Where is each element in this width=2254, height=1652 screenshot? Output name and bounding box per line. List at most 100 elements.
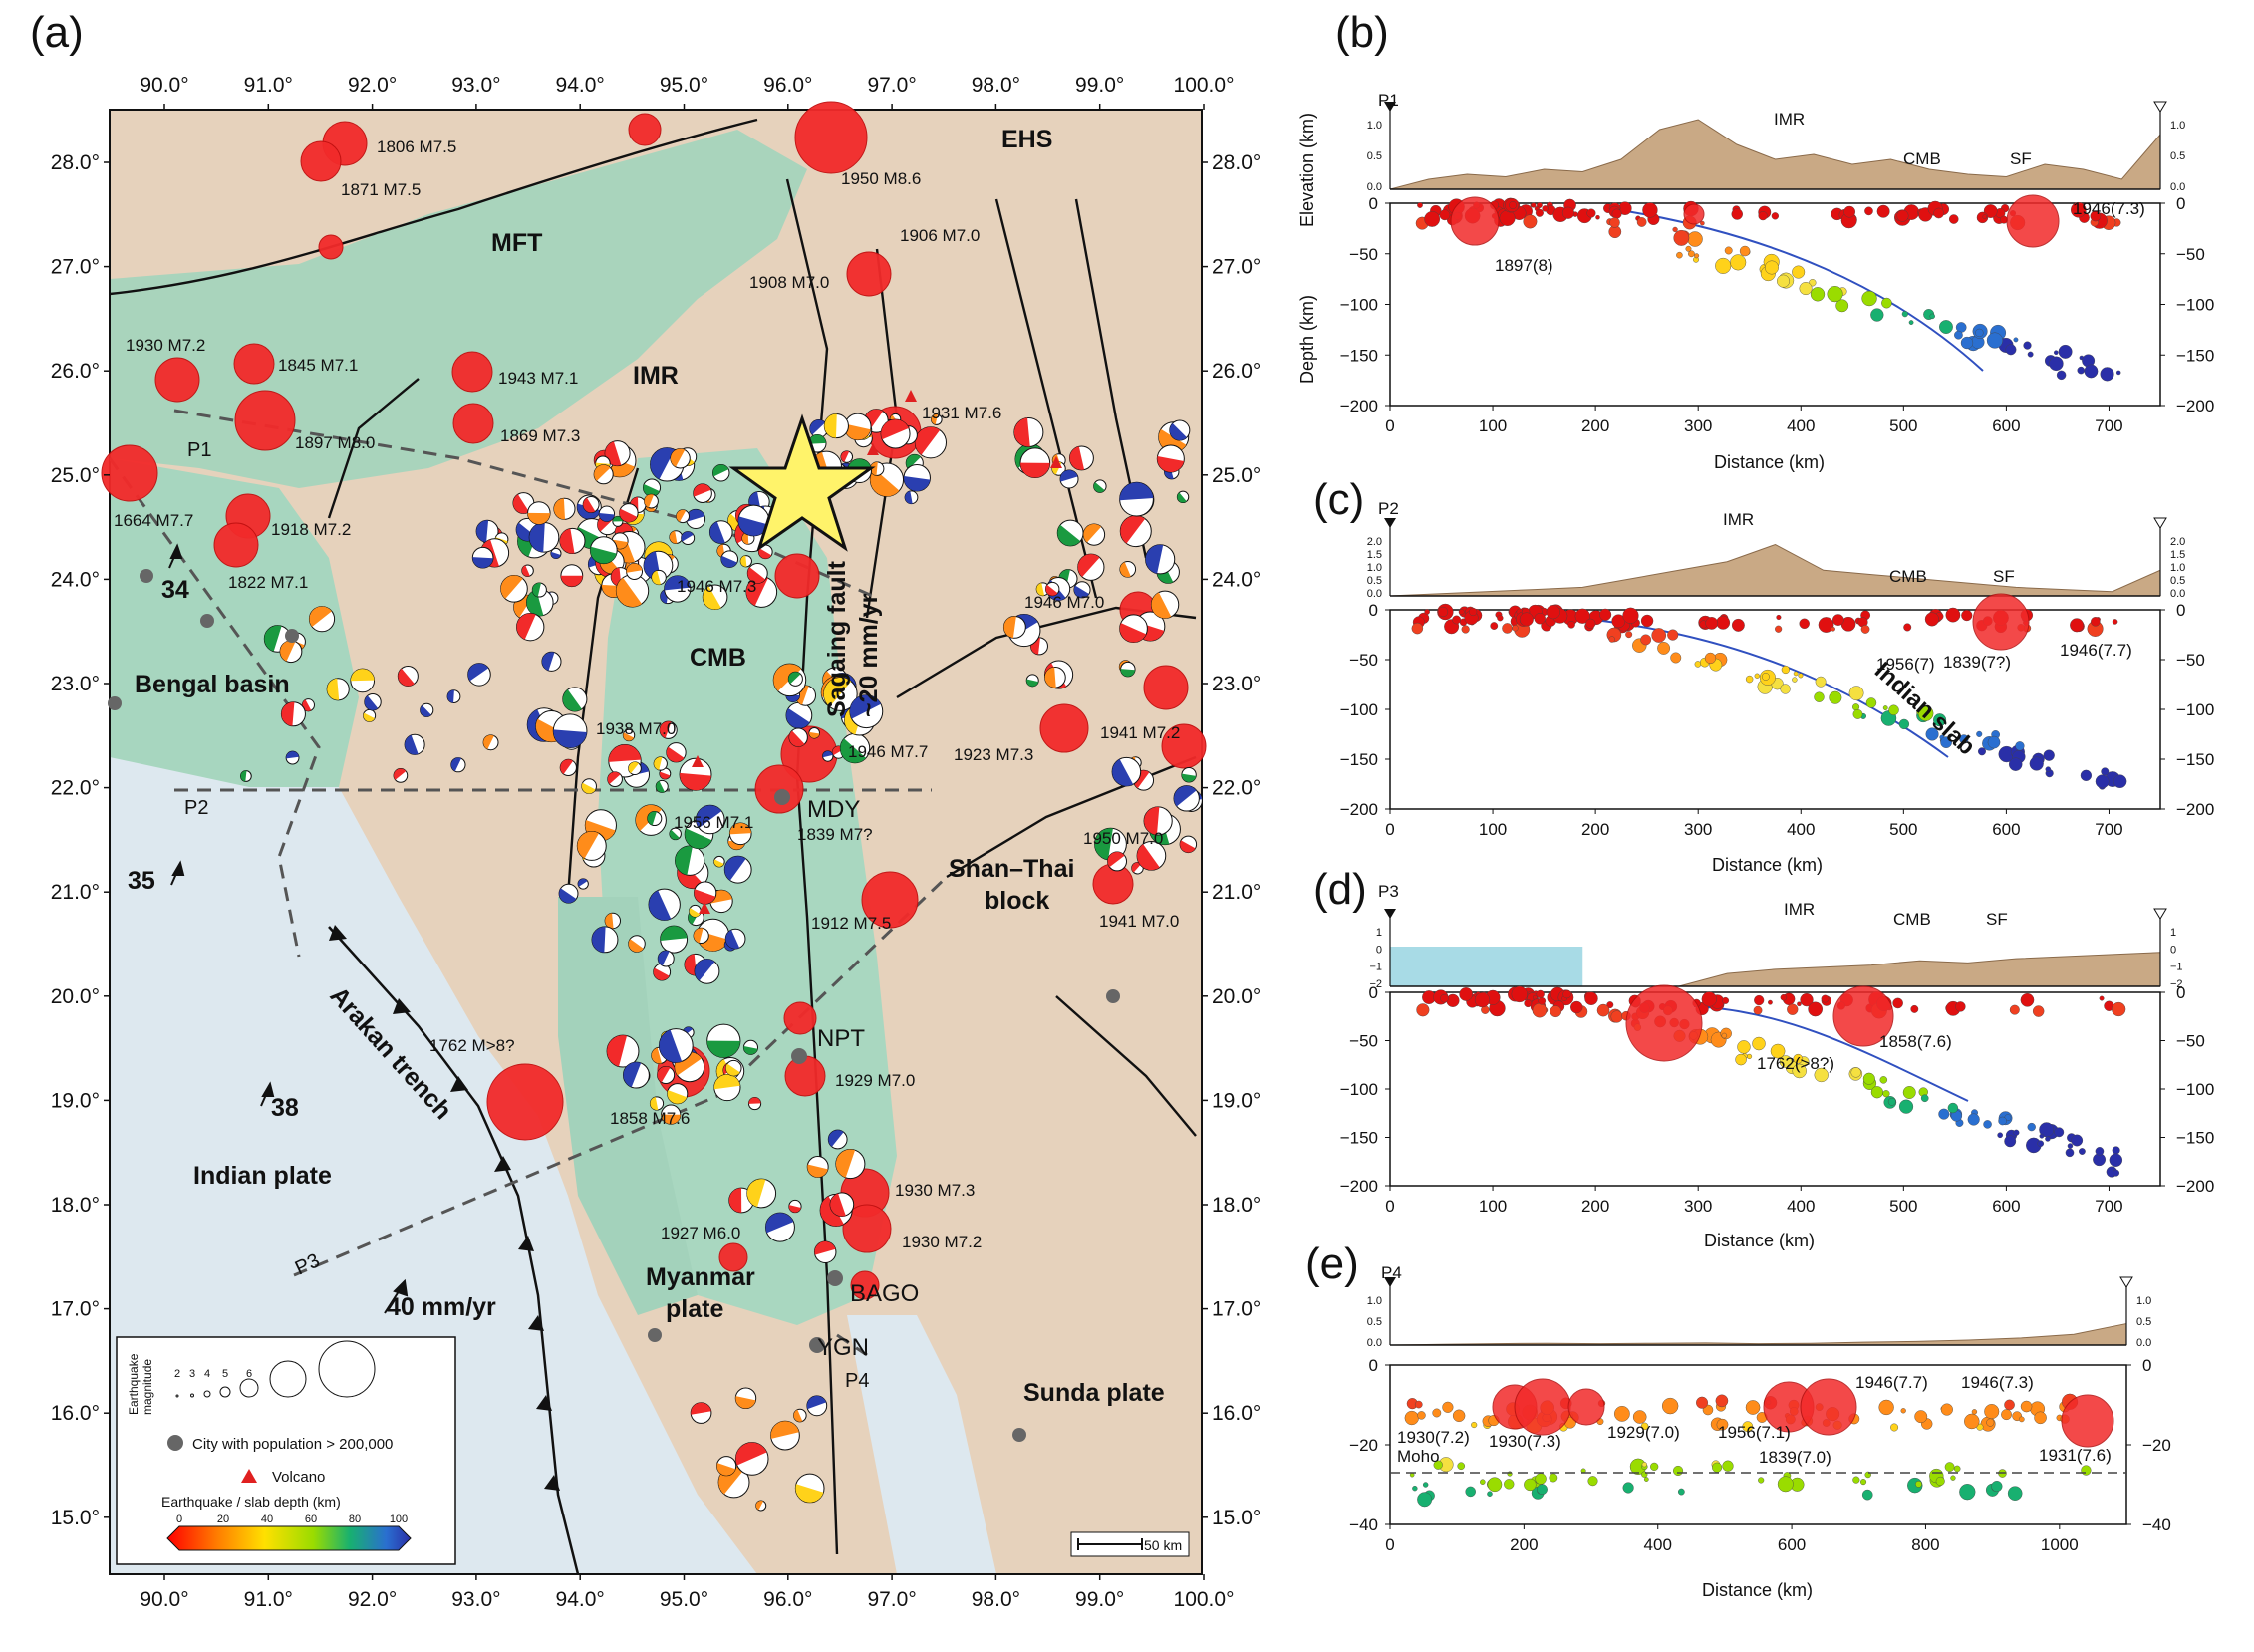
legend-mag-title-2: magnitude bbox=[141, 1359, 154, 1415]
section-quake bbox=[1745, 675, 1754, 684]
section-d-event-1858: 1858(7.6) bbox=[1879, 1032, 1952, 1051]
section-quake bbox=[1731, 618, 1745, 632]
section-quake bbox=[2054, 1127, 2065, 1138]
tick-label: −2 bbox=[2170, 978, 2183, 990]
section-quake bbox=[1754, 994, 1765, 1006]
focal-mechanism bbox=[715, 1456, 737, 1477]
tick-label: 97.0° bbox=[867, 1588, 916, 1611]
section-quake bbox=[1535, 1473, 1547, 1485]
focal-mechanism bbox=[552, 713, 588, 749]
section-quake bbox=[1814, 691, 1825, 702]
section-quake bbox=[1424, 609, 1430, 615]
focal-mechanism bbox=[844, 413, 872, 441]
section-quake bbox=[1688, 250, 1695, 258]
tick-label: 1.5 bbox=[1367, 549, 1382, 561]
focal-mechanism bbox=[747, 1097, 762, 1111]
focal-mechanism bbox=[240, 770, 252, 782]
tick-label: 23.0° bbox=[51, 673, 100, 695]
focal-mechanism bbox=[693, 483, 712, 504]
legend-city-icon bbox=[167, 1435, 183, 1451]
label-v34: 34 bbox=[161, 576, 189, 604]
focal-mechanism bbox=[787, 671, 803, 687]
city-dot-npt bbox=[791, 1048, 807, 1064]
section-quake bbox=[1781, 665, 1790, 675]
section-quake bbox=[2090, 210, 2102, 222]
section-quake bbox=[1574, 608, 1590, 624]
section-quake bbox=[1754, 673, 1760, 679]
section-historical-quake bbox=[1832, 985, 1894, 1047]
historical-quake bbox=[783, 1001, 817, 1035]
section-quake bbox=[1650, 1462, 1659, 1471]
focal-mechanism bbox=[612, 515, 624, 527]
focal-mechanism bbox=[598, 505, 616, 522]
section-quake bbox=[1850, 1067, 1861, 1078]
section-c-p2: P2 bbox=[1378, 499, 1399, 518]
section-quake bbox=[1474, 992, 1491, 1008]
section-depth-frame bbox=[1389, 991, 2161, 1187]
focal-mechanism bbox=[471, 546, 494, 569]
historical-quake bbox=[794, 101, 868, 174]
tick-label: −40 bbox=[1349, 1515, 1378, 1534]
tick-label: −50 bbox=[1349, 651, 1378, 670]
tick-label: −150 bbox=[1340, 1129, 1378, 1148]
section-quake bbox=[1935, 1476, 1945, 1486]
section-quake bbox=[1596, 1003, 1610, 1017]
tick-label: 100.0° bbox=[1174, 1588, 1235, 1611]
section-quake bbox=[1676, 251, 1683, 259]
focal-mechanism bbox=[809, 418, 829, 438]
event-label: 1822 M7.1 bbox=[228, 573, 308, 592]
section-end-icon bbox=[2153, 517, 2167, 529]
tick-label: 18.0° bbox=[51, 1194, 100, 1217]
longitude-ticks-top: 90.0° 91.0° 92.0° 93.0° 94.0° 95.0° 96.0° 97.0°… bbox=[140, 74, 1234, 110]
section-quake bbox=[2109, 1153, 2123, 1167]
historical-quake bbox=[300, 140, 342, 182]
tick-label: 91.0° bbox=[244, 74, 293, 97]
historical-quake bbox=[234, 390, 296, 451]
tick-label: 60 bbox=[305, 1514, 317, 1525]
focal-mechanism bbox=[723, 855, 752, 884]
tick-label: 600 bbox=[1992, 416, 2020, 435]
section-e-event-1956: 1956(7.1) bbox=[1718, 1423, 1791, 1442]
section-quake bbox=[1670, 652, 1682, 664]
section-quake bbox=[1458, 609, 1465, 615]
focal-mechanism bbox=[606, 1034, 640, 1068]
focal-mechanism bbox=[666, 742, 687, 763]
legend-mag-circle bbox=[269, 1360, 307, 1398]
section-quake bbox=[1903, 623, 1912, 632]
focal-mechanism bbox=[724, 928, 746, 950]
event-label: 1956 M7.1 bbox=[674, 813, 753, 832]
section-quake bbox=[1938, 1108, 1950, 1120]
section-quake bbox=[2065, 1148, 2075, 1158]
focal-mechanism bbox=[1119, 515, 1152, 548]
section-quake bbox=[2043, 749, 2055, 761]
section-quake bbox=[1480, 1479, 1486, 1485]
tick-label: 25.0° bbox=[1212, 464, 1261, 487]
section-quake bbox=[1724, 246, 1733, 255]
tick-label: 400 bbox=[1787, 416, 1815, 435]
section-quake bbox=[2045, 766, 2052, 772]
tick-label: 91.0° bbox=[244, 1588, 293, 1611]
tick-label: −100 bbox=[2176, 296, 2214, 315]
section-quake bbox=[1497, 615, 1504, 622]
section-quake bbox=[1831, 626, 1835, 632]
city-dot bbox=[108, 696, 122, 710]
focal-mechanism bbox=[1077, 553, 1105, 581]
tick-label: 21.0° bbox=[51, 881, 100, 904]
tick-label: 17.0° bbox=[1212, 1298, 1261, 1321]
section-quake bbox=[1814, 1067, 1829, 1083]
volcano-icon bbox=[699, 902, 710, 914]
focal-mechanism bbox=[619, 503, 639, 523]
tick-label: 0.0 bbox=[1367, 181, 1382, 193]
profile-boundary bbox=[108, 457, 321, 958]
section-end-icon bbox=[2153, 908, 2167, 920]
legend-mag-circle bbox=[318, 1340, 376, 1398]
event-label: 1946 M7.7 bbox=[848, 742, 928, 761]
focal-mechanism bbox=[734, 1387, 757, 1409]
section-quake bbox=[1446, 993, 1460, 1007]
section-quake bbox=[1915, 1481, 1922, 1488]
section-quake bbox=[1864, 206, 1873, 216]
section-quake bbox=[1696, 1396, 1709, 1409]
section-quake bbox=[1667, 629, 1679, 641]
tick-label: 19.0° bbox=[51, 1089, 100, 1112]
section-quake bbox=[1535, 208, 1544, 217]
